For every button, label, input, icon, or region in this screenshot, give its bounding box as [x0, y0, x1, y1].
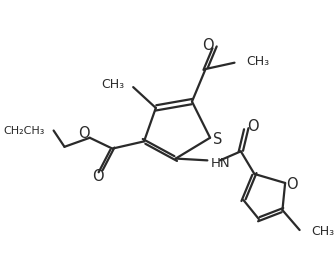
Text: CH₃: CH₃ — [101, 78, 124, 91]
Text: O: O — [78, 126, 90, 141]
Text: CH₂CH₃: CH₂CH₃ — [3, 127, 45, 136]
Text: O: O — [92, 169, 104, 184]
Text: O: O — [202, 38, 214, 53]
Text: O: O — [247, 118, 258, 134]
Text: O: O — [286, 177, 297, 192]
Text: CH₃: CH₃ — [311, 225, 334, 238]
Text: S: S — [213, 132, 222, 147]
Text: CH₃: CH₃ — [246, 55, 269, 68]
Text: HN: HN — [211, 157, 230, 170]
